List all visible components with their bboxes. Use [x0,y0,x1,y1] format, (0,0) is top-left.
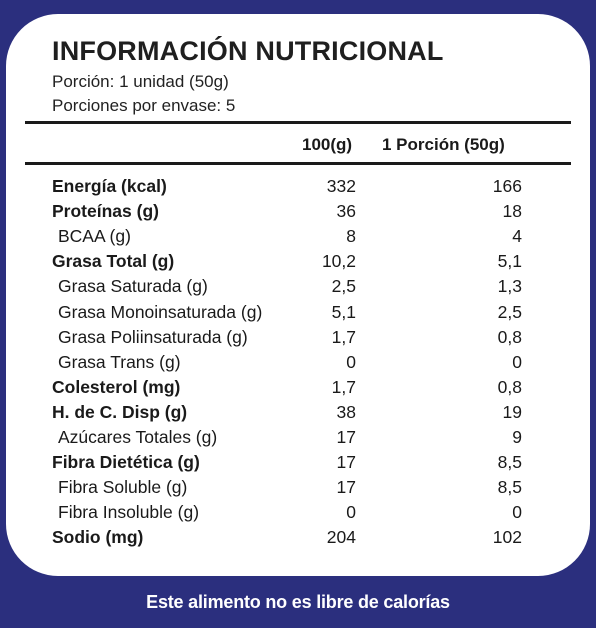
nutrient-label: Colesterol (mg) [52,376,181,397]
table-row: Azúcares Totales (g) 17 9 [6,427,590,452]
value-per-100g: 0 [346,351,356,372]
column-header-per-portion: 1 Porción (50g) [382,135,505,154]
value-per-portion: 8,5 [497,477,522,498]
value-per-100g: 332 [326,176,356,196]
nutrient-label: Energía (kcal) [52,176,167,196]
value-per-portion: 2,5 [497,301,522,322]
nutrient-label: Grasa Trans (g) [58,351,181,372]
table-row: Grasa Saturada (g) 2,5 1,3 [6,276,590,301]
header-rule [25,162,571,165]
value-per-100g: 204 [326,527,356,548]
nutrient-label: Fibra Soluble (g) [58,477,188,498]
nutrient-label: Proteínas (g) [52,201,159,222]
value-per-100g: 1,7 [331,326,356,347]
table-row: Grasa Trans (g) 0 0 [6,352,590,377]
servings-per-pack: Porciones por envase: 5 [52,96,236,115]
nutrition-panel: INFORMACIÓN NUTRICIONAL Porción: 1 unida… [6,14,590,576]
nutrient-label: Grasa Saturada (g) [58,276,208,297]
value-per-100g: 17 [336,427,356,447]
value-per-portion: 8,5 [497,452,522,473]
value-per-portion: 1,3 [497,276,522,297]
table-row: Grasa Poliinsaturada (g) 1,7 0,8 [6,327,590,352]
value-per-100g: 17 [336,452,356,473]
value-per-portion: 0 [512,502,522,523]
table-row: Grasa Monoinsaturada (g) 5,1 2,5 [6,302,590,327]
nutrition-title: INFORMACIÓN NUTRICIONAL [52,36,444,66]
value-per-portion: 0,8 [497,326,522,347]
value-per-100g: 8 [346,226,356,247]
footer-disclaimer: Este alimento no es libre de calorías [146,592,450,612]
value-per-100g: 38 [336,401,356,422]
value-per-100g: 1,7 [331,376,356,397]
nutrient-label: Grasa Poliinsaturada (g) [58,326,248,347]
value-per-100g: 5,1 [331,301,356,322]
nutrient-label: Fibra Insoluble (g) [58,502,200,523]
top-rule [25,121,571,124]
value-per-100g: 0 [346,502,356,523]
value-per-100g: 10,2 [321,251,356,272]
table-row: Colesterol (mg) 1,7 0,8 [6,377,590,402]
value-per-portion: 5,1 [497,251,522,272]
nutrient-label: Azúcares Totales (g) [58,427,218,447]
table-row: H. de C. Disp (g) 38 19 [6,402,590,427]
value-per-portion: 102 [492,527,522,548]
nutrient-label: BCAA (g) [58,226,131,247]
value-per-portion: 4 [512,226,522,247]
value-per-portion: 19 [502,401,522,422]
value-per-100g: 17 [336,477,356,498]
nutrient-label: H. de C. Disp (g) [52,401,188,422]
table-row: Energía (kcal) 332 166 [6,176,590,201]
table-row: Fibra Insoluble (g) 0 0 [6,502,590,527]
table-row: Fibra Soluble (g) 17 8,5 [6,477,590,502]
nutrient-label: Grasa Monoinsaturada (g) [58,301,263,322]
column-header-per-100g: 100(g) [302,135,353,154]
value-per-portion: 0 [512,351,522,372]
nutrient-label: Grasa Total (g) [52,251,175,272]
table-row: Proteínas (g) 36 18 [6,201,590,226]
table-row: Sodio (mg) 204 102 [6,527,590,552]
table-row: Fibra Dietética (g) 17 8,5 [6,452,590,477]
table-row: BCAA (g) 8 4 [6,226,590,251]
value-per-100g: 2,5 [331,276,356,297]
value-per-portion: 18 [502,201,522,222]
nutrient-label: Sodio (mg) [52,527,144,548]
serving-size: Porción: 1 unidad (50g) [52,72,229,91]
nutrient-label: Fibra Dietética (g) [52,452,200,473]
value-per-portion: 9 [512,427,522,447]
value-per-portion: 166 [492,176,522,196]
value-per-100g: 36 [336,201,356,222]
table-row: Grasa Total (g) 10,2 5,1 [6,251,590,276]
value-per-portion: 0,8 [497,376,522,397]
